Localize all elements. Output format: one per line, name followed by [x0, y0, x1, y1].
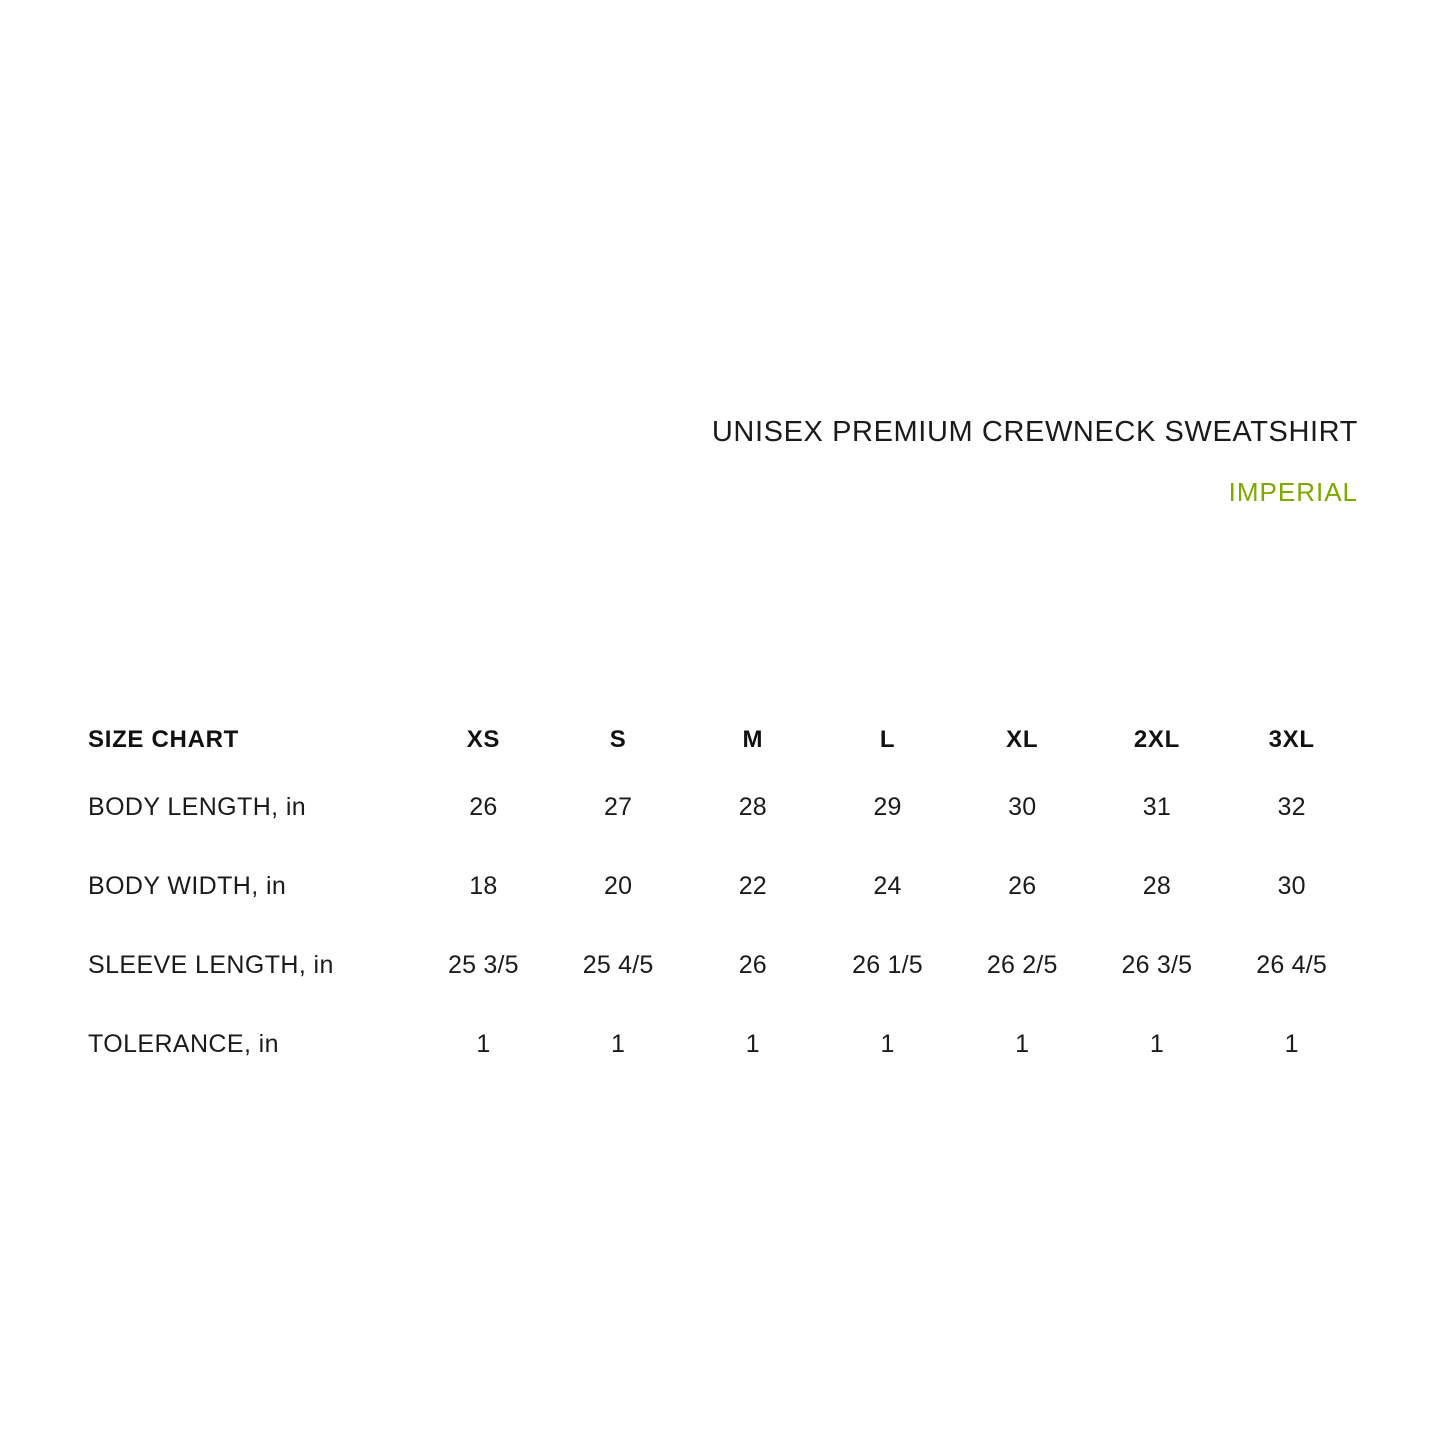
row-label-body-width: BODY WIDTH, in	[88, 872, 287, 900]
row-label-sleeve-length: SLEEVE LENGTH, in	[88, 951, 334, 979]
row-label-body-length: BODY LENGTH, in	[88, 793, 307, 821]
cell-body-width-l: 24	[873, 872, 902, 900]
cell-body-width-m: 22	[738, 872, 767, 900]
cell-body-length-xs: 26	[469, 793, 498, 821]
cell-body-width-2xl: 28	[1142, 872, 1172, 900]
cell-body-length-2xl: 31	[1142, 793, 1172, 821]
cell-sleeve-length-xs: 25 3/5	[448, 951, 519, 979]
column-header-xl: XL	[1006, 726, 1039, 753]
column-header-3xl: 3XL	[1268, 726, 1315, 753]
column-header-xs: XS	[466, 726, 501, 753]
cell-sleeve-length-3xl: 26 4/5	[1256, 951, 1327, 979]
cell-tolerance-s: 1	[611, 1030, 626, 1058]
column-header-2xl: 2XL	[1133, 726, 1180, 753]
cell-body-width-xs: 18	[469, 872, 498, 900]
cell-body-length-l: 29	[873, 793, 902, 821]
table-row: BODY LENGTH, in 26 27 28 29 30 31 32	[86, 768, 1359, 847]
cell-sleeve-length-m: 26	[738, 951, 767, 979]
cell-tolerance-3xl: 1	[1284, 1030, 1299, 1058]
cell-body-length-s: 27	[603, 793, 633, 821]
row-label-tolerance: TOLERANCE, in	[88, 1030, 279, 1058]
table-corner-label: SIZE CHART	[88, 726, 239, 753]
cell-body-width-s: 20	[603, 872, 633, 900]
table-row: SLEEVE LENGTH, in 25 3/5 25 4/5 26 26 1/…	[86, 926, 1359, 1005]
cell-body-length-3xl: 32	[1277, 793, 1306, 821]
cell-tolerance-l: 1	[880, 1030, 895, 1058]
size-chart-table-container: SIZE CHART XS S M L XL 2XL 3XL BODY LENG…	[86, 712, 1359, 1084]
cell-sleeve-length-l: 26 1/5	[852, 951, 923, 979]
column-header-m: M	[742, 726, 764, 753]
cell-tolerance-m: 1	[745, 1030, 760, 1058]
chart-header: UNISEX PREMIUM CREWNECK SWEATSHIRT IMPER…	[88, 414, 1358, 508]
cell-body-length-xl: 30	[1008, 793, 1037, 821]
cell-sleeve-length-s: 25 4/5	[582, 951, 654, 979]
column-header-s: S	[609, 726, 627, 753]
cell-sleeve-length-xl: 26 2/5	[986, 951, 1058, 979]
table-row: TOLERANCE, in 1 1 1 1 1 1 1	[86, 1005, 1359, 1084]
unit-system-label: IMPERIAL	[1228, 477, 1358, 508]
cell-body-width-3xl: 30	[1277, 872, 1306, 900]
size-chart-table: SIZE CHART XS S M L XL 2XL 3XL BODY LENG…	[86, 712, 1359, 1084]
cell-body-width-xl: 26	[1008, 872, 1037, 900]
column-header-l: L	[879, 726, 896, 753]
cell-sleeve-length-2xl: 26 3/5	[1121, 951, 1193, 979]
table-header-row: SIZE CHART XS S M L XL 2XL 3XL	[86, 712, 1359, 768]
cell-tolerance-xs: 1	[476, 1030, 491, 1058]
cell-tolerance-2xl: 1	[1149, 1030, 1164, 1058]
page-title: UNISEX PREMIUM CREWNECK SWEATSHIRT	[711, 416, 1358, 448]
cell-tolerance-xl: 1	[1015, 1030, 1030, 1058]
table-row: BODY WIDTH, in 18 20 22 24 26 28 30	[86, 847, 1359, 926]
cell-body-length-m: 28	[738, 793, 767, 821]
